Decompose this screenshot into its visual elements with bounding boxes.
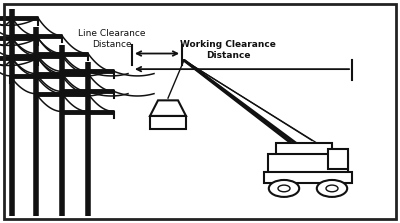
Bar (264, 172, 352, 183)
Bar (328, 149, 348, 169)
Bar (268, 154, 348, 174)
Text: Line Clearance
Distance: Line Clearance Distance (78, 29, 146, 49)
Polygon shape (150, 100, 186, 116)
Circle shape (278, 185, 290, 192)
Circle shape (326, 185, 338, 192)
Text: Working Clearance
Distance: Working Clearance Distance (180, 40, 276, 60)
Circle shape (269, 180, 299, 197)
Bar (276, 143, 332, 158)
Bar (150, 116, 186, 129)
Circle shape (317, 180, 347, 197)
